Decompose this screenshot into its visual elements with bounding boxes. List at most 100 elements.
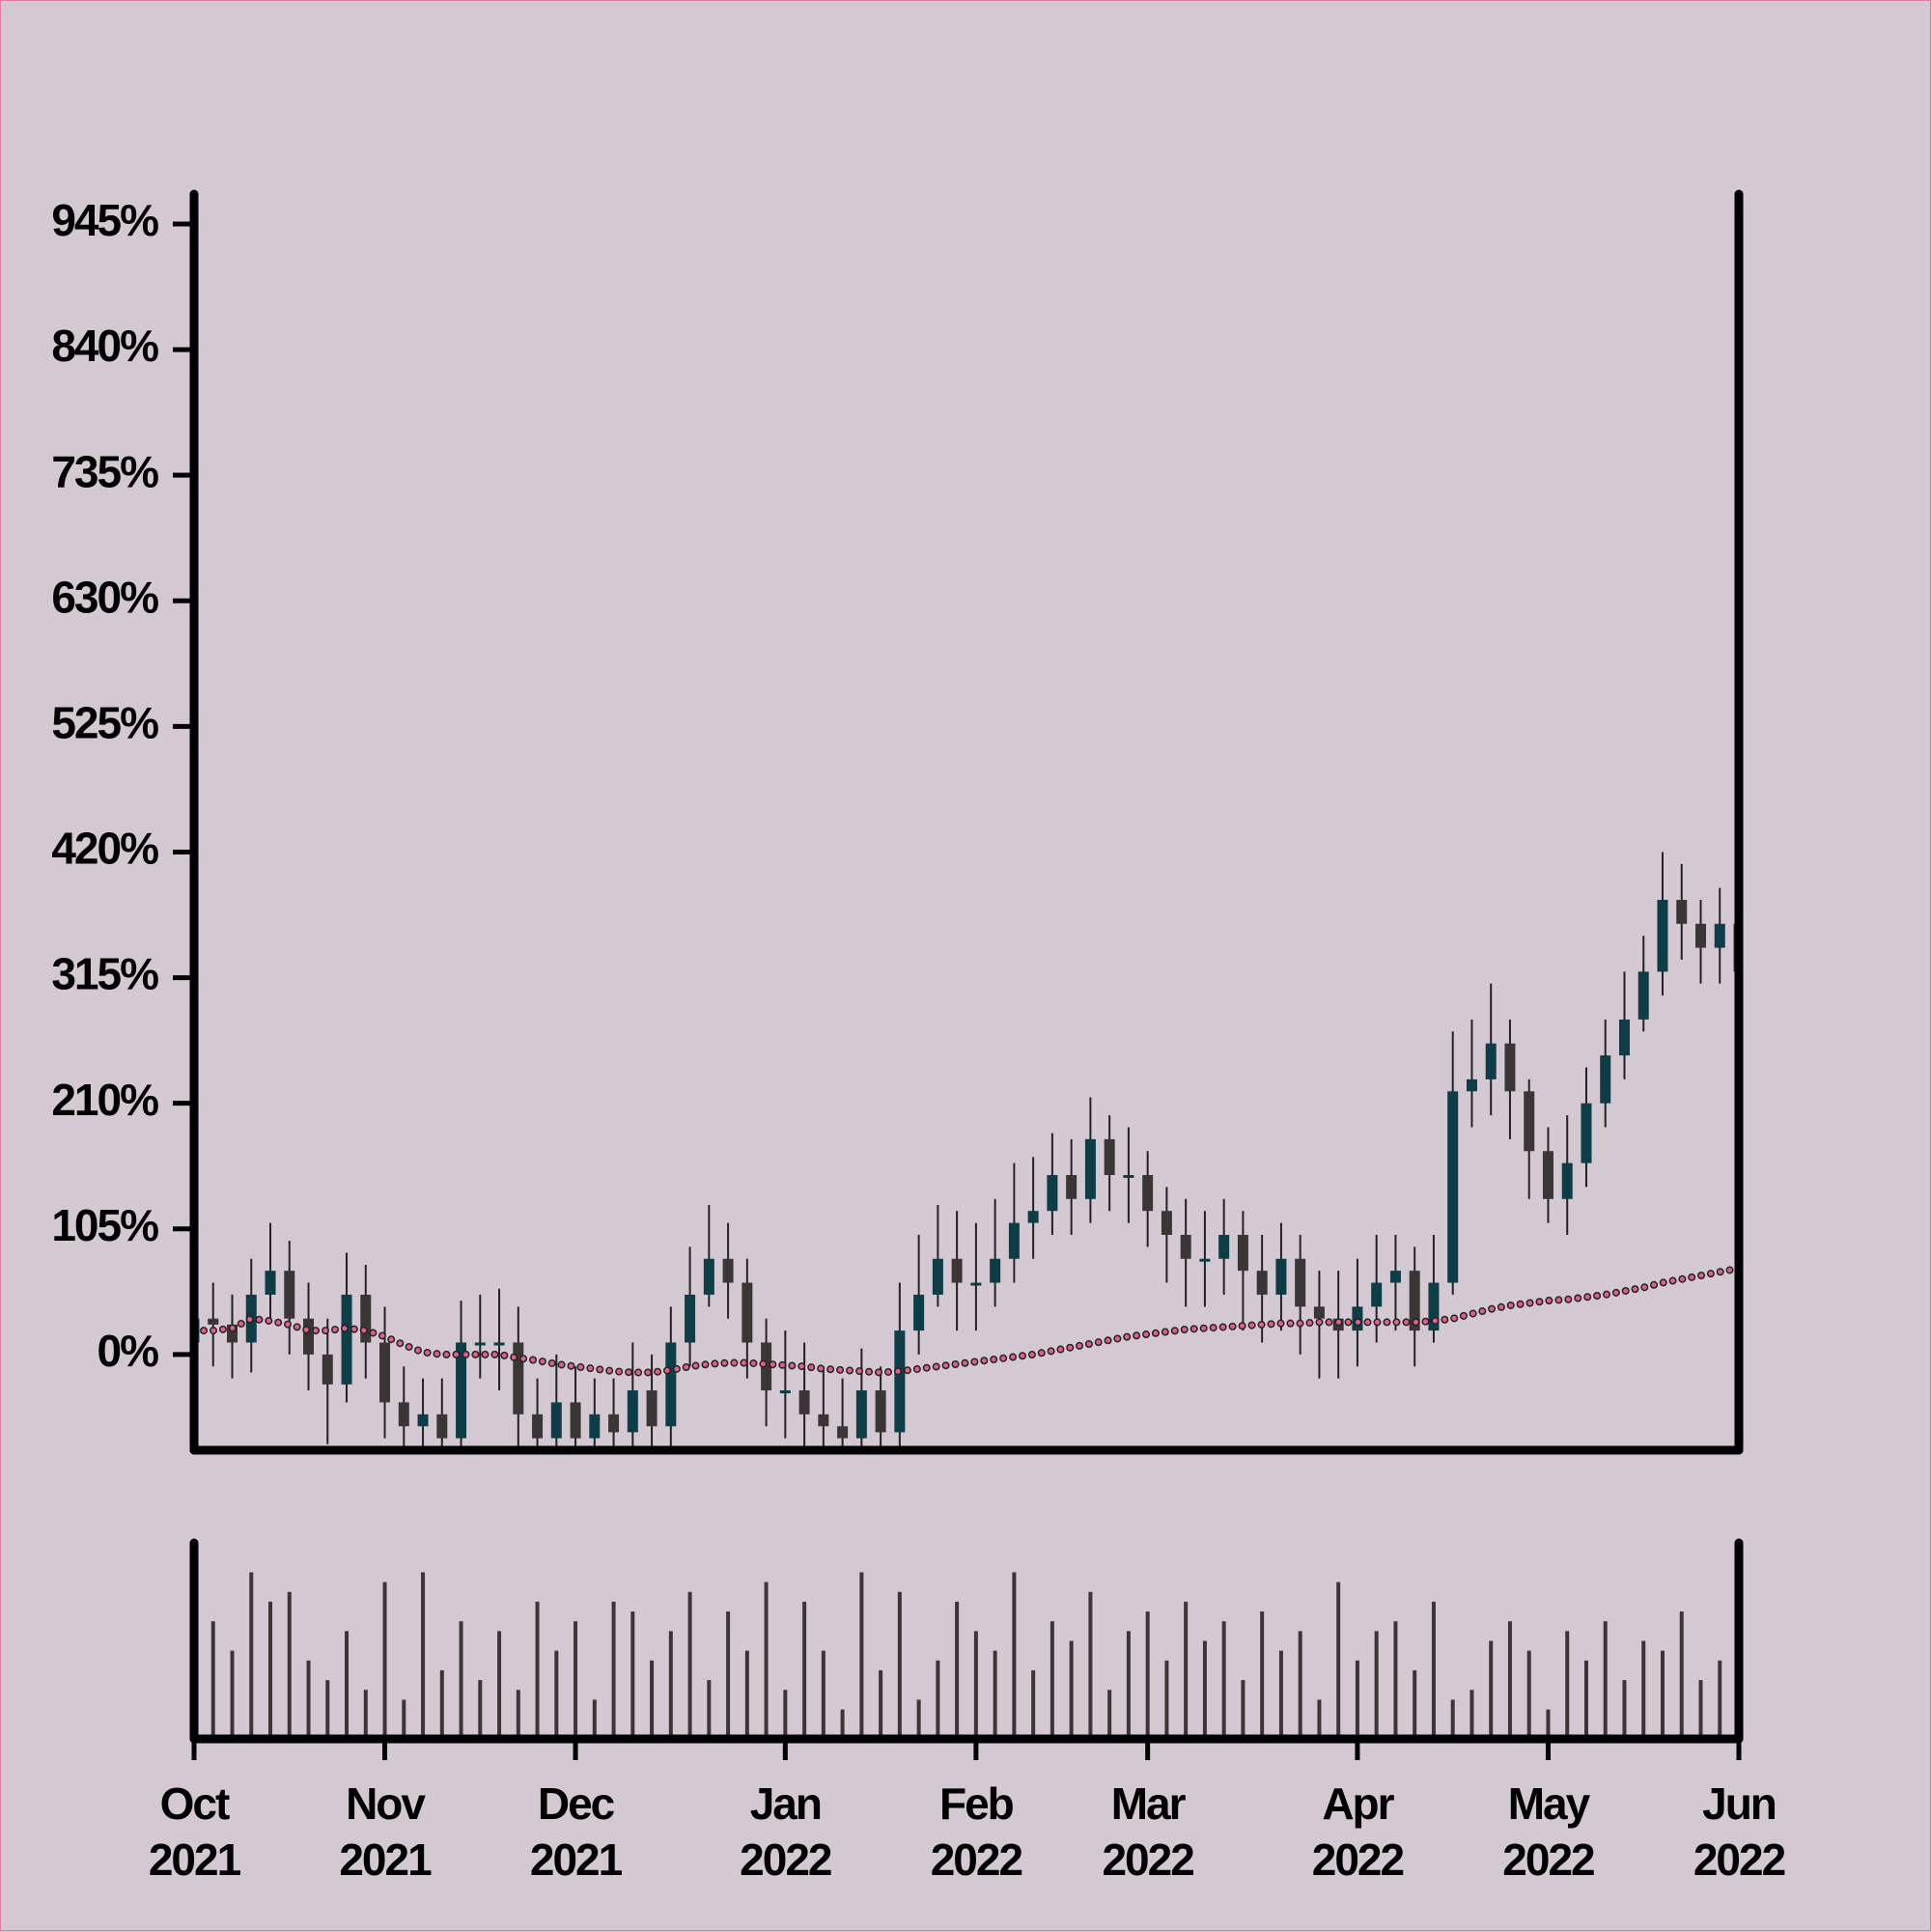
candle-body <box>1389 1271 1401 1283</box>
y-tick-label: 630% <box>51 572 158 622</box>
candle-body <box>703 1258 714 1295</box>
volume-bar <box>1012 1572 1017 1739</box>
candle-body <box>894 1330 906 1433</box>
volume-bar <box>840 1709 845 1739</box>
candle-body <box>722 1258 734 1283</box>
candle-body <box>1180 1234 1191 1259</box>
candle-body <box>970 1282 982 1286</box>
y-tick-label: 315% <box>51 949 158 999</box>
candle-body <box>1447 1091 1459 1283</box>
volume-bar <box>726 1611 731 1739</box>
y-tick-label: 420% <box>51 824 158 874</box>
candle-body <box>1561 1162 1573 1199</box>
volume-bar <box>439 1669 444 1739</box>
candle-body <box>685 1294 696 1343</box>
volume-bar <box>516 1690 520 1739</box>
y-tick-label: 105% <box>51 1200 158 1250</box>
candle-body <box>1199 1258 1211 1262</box>
candle-body <box>284 1271 295 1319</box>
candle-body <box>951 1258 963 1283</box>
volume-bar <box>574 1621 578 1739</box>
candle-body <box>646 1390 658 1427</box>
candle-body <box>913 1294 925 1331</box>
candle-body <box>532 1414 544 1439</box>
candle-body <box>1256 1271 1268 1295</box>
x-tick-label: Dec 2021 <box>529 1778 623 1885</box>
volume-bar <box>1622 1680 1627 1739</box>
volume-bar <box>1526 1650 1531 1739</box>
volume-bar <box>1336 1582 1341 1739</box>
candle-body <box>360 1294 372 1343</box>
candle-body <box>875 1390 886 1433</box>
volume-bar <box>1450 1699 1455 1739</box>
volume-bar <box>230 1650 235 1739</box>
candle-body <box>1600 1055 1611 1104</box>
volume-bar <box>1317 1699 1322 1739</box>
candle-body <box>1637 971 1649 1020</box>
volume-bar <box>1698 1680 1703 1739</box>
candle-body <box>436 1414 448 1439</box>
candle-body <box>398 1402 409 1427</box>
candle-body <box>761 1342 772 1391</box>
x-tick-label: Nov 2021 <box>339 1778 432 1885</box>
candle-body <box>855 1390 867 1439</box>
volume-bar <box>707 1680 712 1739</box>
volume-bar <box>1202 1640 1207 1739</box>
volume-bar <box>1374 1631 1379 1739</box>
candle-body <box>550 1402 562 1439</box>
x-tick-label: Apr 2022 <box>1311 1778 1405 1885</box>
volume-bar <box>210 1621 215 1739</box>
volume-bar <box>268 1601 273 1739</box>
volume-bar <box>1298 1631 1302 1739</box>
candle-body <box>322 1354 333 1385</box>
volume-bar <box>1718 1660 1722 1739</box>
candle-body <box>1524 1091 1535 1152</box>
candle-body <box>1142 1175 1154 1212</box>
volume-bar <box>687 1591 692 1739</box>
volume-bar <box>1679 1611 1684 1739</box>
volume-bar <box>1546 1709 1551 1739</box>
candle-body <box>303 1318 315 1355</box>
volume-bar <box>459 1621 463 1739</box>
volume-bar <box>955 1601 960 1739</box>
candle-body <box>1657 900 1668 972</box>
volume-bar <box>306 1660 311 1739</box>
candle-body <box>742 1282 753 1343</box>
volume-bar <box>1355 1660 1359 1739</box>
candle-body <box>341 1294 352 1385</box>
volume-bar <box>1031 1669 1036 1739</box>
y-tick-label: 945% <box>51 195 158 245</box>
volume-bar <box>1049 1621 1054 1739</box>
volume-bar <box>345 1631 350 1739</box>
y-tick-label: 525% <box>51 698 158 748</box>
x-tick-label: Oct 2021 <box>148 1778 241 1885</box>
volume-bar <box>1393 1621 1398 1739</box>
candle-body <box>1275 1258 1287 1295</box>
volume-bar <box>611 1601 616 1739</box>
candle-body <box>570 1402 581 1439</box>
candle-body <box>513 1342 524 1414</box>
volume-bar <box>879 1669 883 1739</box>
volume-bar <box>554 1650 559 1739</box>
volume-bar <box>1431 1601 1436 1739</box>
x-tick-label: May 2022 <box>1502 1778 1595 1885</box>
volume-bar <box>1107 1690 1112 1739</box>
candle-body <box>227 1324 238 1343</box>
volume-bar <box>1583 1660 1588 1739</box>
candle-body <box>589 1414 601 1439</box>
volume-bar <box>1164 1660 1169 1739</box>
volume-bar <box>363 1690 368 1739</box>
candle-body <box>1371 1282 1383 1307</box>
volume-bar <box>1145 1611 1150 1739</box>
candle-body <box>627 1390 638 1433</box>
volume-bar <box>764 1582 769 1739</box>
candle-body <box>417 1414 429 1427</box>
volume-bar <box>1278 1650 1283 1739</box>
candle-body <box>1047 1175 1058 1212</box>
volume-bar <box>421 1572 426 1739</box>
candle-body <box>1027 1211 1039 1223</box>
candle-body <box>474 1342 486 1346</box>
volume-bar <box>478 1680 483 1739</box>
volume-bar <box>1565 1631 1570 1739</box>
